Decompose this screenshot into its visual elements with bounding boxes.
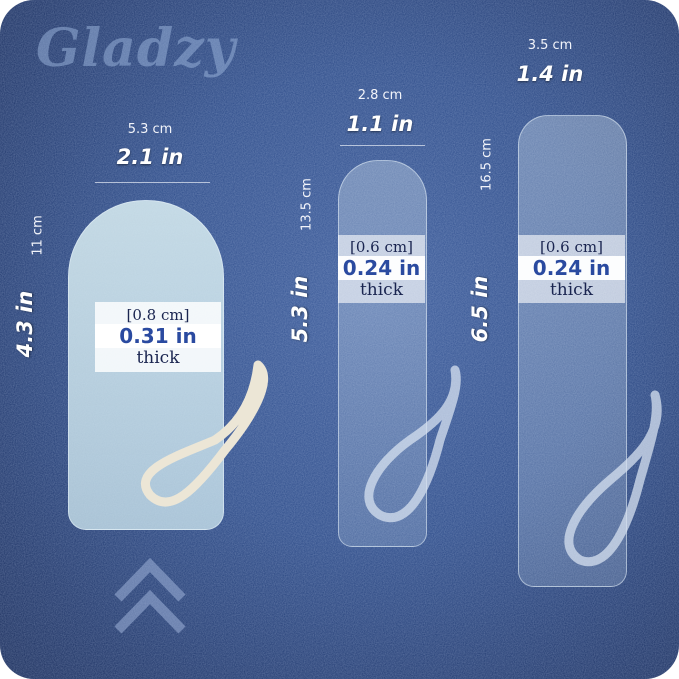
width-line	[95, 182, 210, 183]
width-cm-label: 3.5 cm	[527, 38, 573, 53]
width-line	[340, 145, 425, 146]
thick-text: thick	[359, 280, 404, 300]
foot-file-large	[518, 115, 627, 587]
width-in-label: 1.1 in	[346, 112, 414, 136]
rope-loop-icon	[564, 390, 662, 567]
thickness-label: [0.6 cm] 0.24 in thick	[338, 235, 425, 303]
thick-cm: [0.6 cm]	[350, 238, 413, 256]
thick-text: thick	[549, 280, 594, 300]
rope-loop-icon	[364, 365, 461, 522]
width-cm-label: 5.3 cm	[127, 122, 173, 137]
thick-text: thick	[136, 348, 180, 368]
thick-in: 0.24 in	[338, 256, 425, 280]
width-in-label: 2.1 in	[116, 145, 184, 169]
thick-cm: [0.8 cm]	[126, 306, 190, 324]
foot-file-medium	[338, 160, 427, 547]
double-chevron-up-icon	[114, 557, 186, 634]
width-in-label: 1.4 in	[516, 62, 584, 86]
rope-loop-icon	[141, 360, 268, 507]
thickness-label: [0.8 cm] 0.31 in thick	[95, 302, 221, 372]
thickness-label: [0.6 cm] 0.24 in thick	[518, 235, 625, 303]
width-cm-label: 2.8 cm	[357, 88, 403, 103]
brand-logo: Gladzy	[36, 18, 236, 79]
thick-cm: [0.6 cm]	[540, 238, 603, 256]
thick-in: 0.31 in	[95, 324, 221, 348]
thick-in: 0.24 in	[518, 256, 625, 280]
